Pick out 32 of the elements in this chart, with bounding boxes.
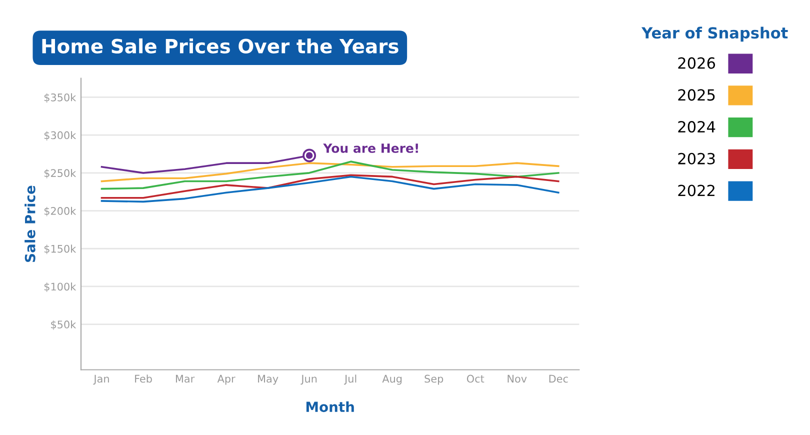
legend-label: 2026 — [678, 57, 716, 69]
x-tick-label: Feb — [135, 374, 152, 383]
x-tick-label: Jul — [344, 374, 356, 385]
x-tick-label: Jun — [300, 374, 317, 385]
x-tick-label: Nov — [508, 374, 527, 383]
x-tick-label: Mar — [176, 374, 195, 383]
legend-title: Year of Snapshot — [641, 26, 788, 42]
y-axis-title: Sale Price — [24, 186, 36, 262]
line-series — [100, 176, 560, 203]
legend-label: 2025 — [678, 89, 715, 101]
y-tick-label: $100k — [44, 282, 76, 292]
x-tick-label: Apr — [217, 374, 236, 385]
y-tick-label: $50k — [51, 320, 76, 330]
line-series — [100, 160, 560, 190]
x-tick-label: May — [258, 374, 278, 385]
legend-label: 2022 — [678, 184, 714, 196]
x-tick-label: Sep — [424, 374, 444, 385]
x-tick-label: Jan — [93, 374, 109, 385]
legend-label: 2023 — [678, 152, 715, 164]
x-axis-title: Month — [306, 401, 354, 412]
y-tick-label: $200k — [44, 206, 76, 216]
y-tick-label: $150k — [44, 244, 76, 254]
line-series — [100, 174, 560, 199]
annotation: You are Here! — [323, 144, 418, 153]
y-tick-label: $300k — [44, 131, 76, 141]
legend-label: 2024 — [678, 120, 716, 133]
y-tick-label: $250k — [44, 168, 76, 178]
x-tick-label: Oct — [466, 374, 484, 383]
x-tick-label: Dec — [549, 374, 568, 383]
chart-title: Home Sale Prices Over the Years — [42, 38, 398, 54]
y-tick-label: $350k — [44, 93, 76, 103]
x-tick-label: Aug — [382, 374, 402, 385]
